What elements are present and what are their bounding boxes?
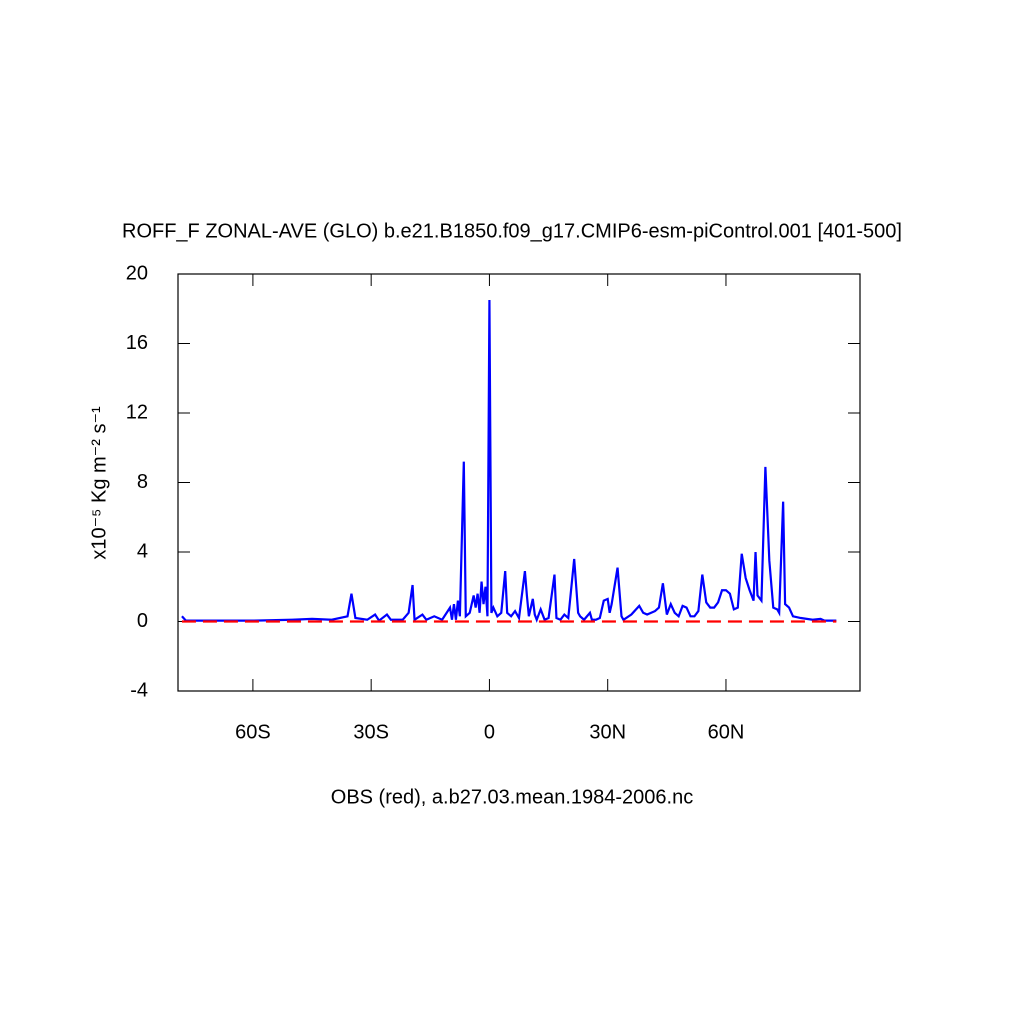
- x-tick-label: 60N: [708, 721, 745, 743]
- y-tick-label: 0: [137, 610, 148, 632]
- y-tick-label: 12: [126, 401, 148, 423]
- data-line: [181, 300, 837, 623]
- x-axis-label: OBS (red), a.b27.03.mean.1984-2006.nc: [331, 786, 693, 808]
- y-tick-label: 4: [137, 540, 148, 562]
- y-tick-label: -4: [130, 679, 148, 701]
- x-tick-label: 30S: [353, 721, 389, 743]
- y-tick-label: 8: [137, 471, 148, 493]
- x-tick-label: 30N: [589, 721, 626, 743]
- y-axis-label: x10⁻⁵ Kg m⁻² s⁻¹: [88, 406, 110, 560]
- chart-title: ROFF_F ZONAL-AVE (GLO) b.e21.B1850.f09_g…: [122, 220, 902, 242]
- plot-frame: [177, 273, 861, 692]
- y-tick-label: 16: [126, 332, 148, 354]
- x-tick-label: 0: [484, 721, 495, 743]
- x-tick-label: 60S: [235, 721, 271, 743]
- y-tick-label: 20: [126, 262, 148, 284]
